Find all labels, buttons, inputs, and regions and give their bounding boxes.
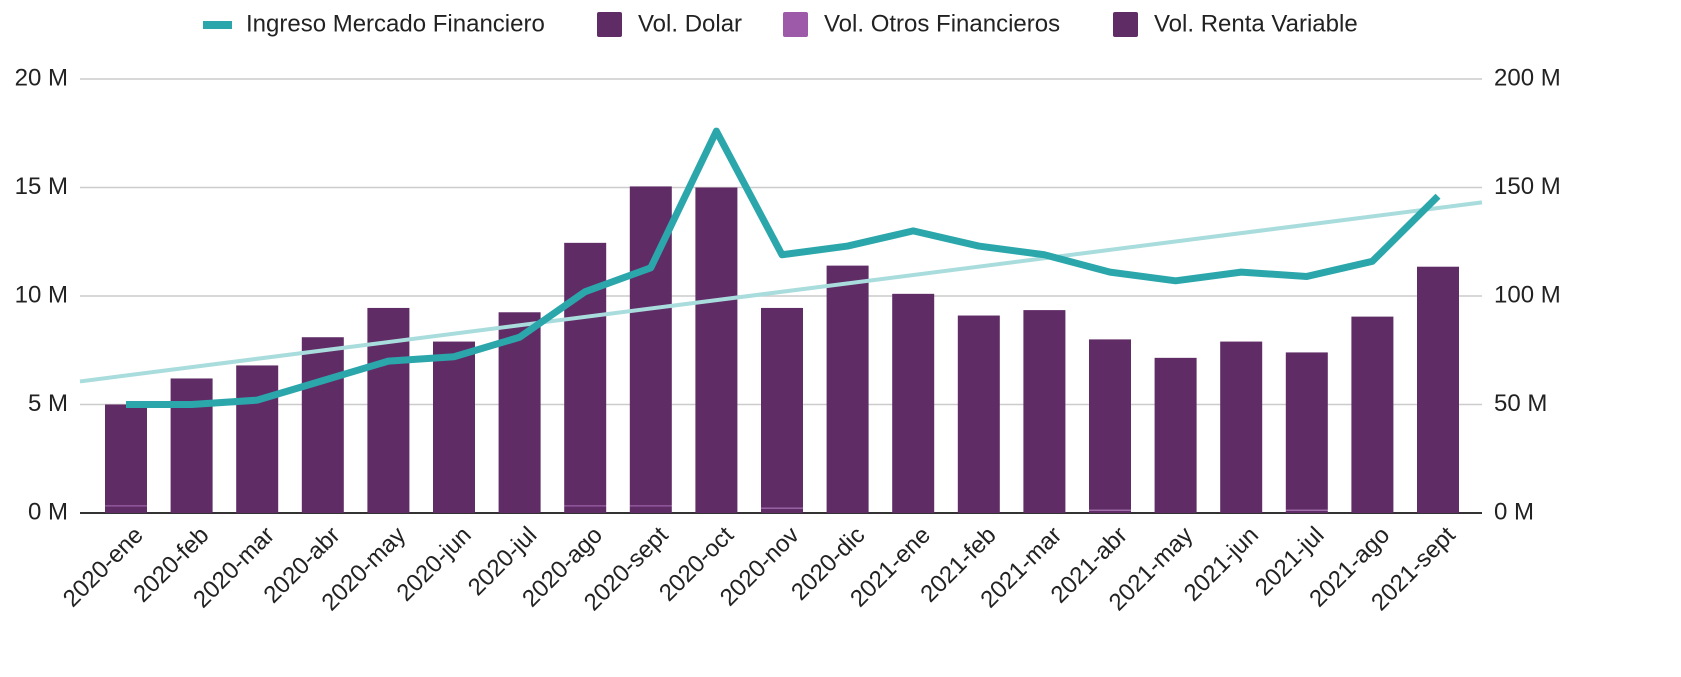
- y-tick-label: 5 M: [28, 390, 68, 417]
- y-tick-label: 20 M: [15, 64, 68, 91]
- bar: [1023, 310, 1066, 513]
- y2-tick-label: 100 M: [1494, 281, 1561, 308]
- line: [126, 127, 1441, 408]
- bar: [105, 506, 147, 513]
- bar: [1351, 316, 1394, 513]
- bar: [301, 337, 344, 513]
- y2-tick-label: 200 M: [1494, 64, 1561, 91]
- trendline: [79, 200, 1483, 384]
- y2-tick-label: 0 M: [1494, 498, 1534, 525]
- bar: [826, 265, 869, 513]
- y-tick-label: 0 M: [28, 498, 68, 525]
- bar: [1089, 510, 1131, 513]
- bar: [498, 312, 541, 513]
- bar: [1285, 510, 1328, 513]
- bar: [761, 508, 803, 513]
- bar: [170, 378, 213, 513]
- bar: [564, 242, 607, 506]
- legend-marker: [783, 12, 808, 37]
- bar: [1285, 509, 1328, 511]
- legend-label: Ingreso Mercado Financiero: [246, 10, 545, 37]
- legend-marker: [203, 21, 232, 29]
- bar: [892, 293, 935, 513]
- bar: [695, 187, 738, 513]
- legend-label: Vol. Dolar: [638, 10, 742, 37]
- bar: [236, 365, 279, 513]
- bar: [629, 506, 672, 513]
- legend-label: Vol. Renta Variable: [1154, 10, 1358, 37]
- x-tick-label: 2020-ene: [58, 522, 149, 613]
- y-tick-label: 10 M: [15, 281, 68, 308]
- bar: [1089, 509, 1131, 511]
- bar: [564, 505, 607, 507]
- x-tick: 2020-ene: [58, 522, 149, 613]
- bar: [1089, 339, 1131, 510]
- y-tick-label: 15 M: [15, 173, 68, 200]
- bar: [1154, 357, 1197, 513]
- y2-tick-label: 150 M: [1494, 173, 1561, 200]
- bar: [1417, 266, 1459, 513]
- bar: [564, 506, 607, 513]
- y2-tick-label: 50 M: [1494, 390, 1547, 417]
- bar: [433, 341, 475, 513]
- bar: [761, 507, 803, 509]
- legend-label: Vol. Otros Financieros: [824, 10, 1060, 37]
- bar: [1220, 341, 1263, 513]
- bar: [105, 404, 147, 506]
- bar: [1285, 352, 1328, 510]
- bar: [629, 505, 672, 507]
- bar: [761, 307, 803, 508]
- legend-marker: [1113, 12, 1138, 37]
- legend-marker: [597, 12, 622, 37]
- bar: [105, 505, 147, 507]
- bar: [957, 315, 1000, 513]
